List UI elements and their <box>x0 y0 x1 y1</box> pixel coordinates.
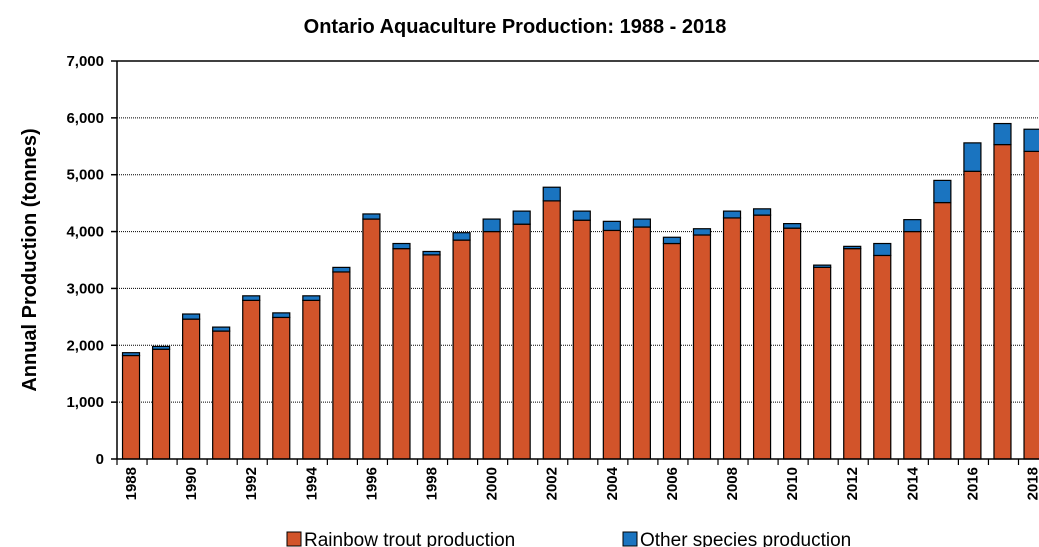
bar-rainbow-trout-1995 <box>332 271 351 460</box>
bar-other-species-2007 <box>692 228 712 236</box>
bar-rainbow-trout-2000 <box>482 230 501 460</box>
x-tick-label: 1988 <box>123 467 140 500</box>
bar-rainbow-trout-2004 <box>602 229 621 460</box>
bar-other-species-1989 <box>151 345 171 350</box>
bar-other-species-2011 <box>813 264 832 268</box>
x-tick-label: 2012 <box>844 467 861 500</box>
bar-rainbow-trout-2003 <box>572 219 591 460</box>
bar-rainbow-trout-1999 <box>452 239 471 460</box>
y-tick-label: 3,000 <box>66 280 104 297</box>
bar-rainbow-trout-2009 <box>752 214 772 460</box>
bar-rainbow-trout-1994 <box>302 299 321 460</box>
y-tick-label: 7,000 <box>66 53 104 70</box>
x-tick-label: 2014 <box>904 466 921 500</box>
bar-rainbow-trout-2017 <box>993 143 1012 460</box>
bar-rainbow-trout-1988 <box>121 354 141 460</box>
x-tick-label: 2018 <box>1025 467 1039 500</box>
bar-other-species-2018 <box>1023 128 1039 153</box>
bar-rainbow-trout-1993 <box>272 316 291 460</box>
bar-other-species-2017 <box>993 122 1012 146</box>
bar-rainbow-trout-2010 <box>783 227 802 460</box>
y-tick-label: 4,000 <box>66 224 104 241</box>
bar-rainbow-trout-1991 <box>212 330 231 460</box>
y-tick-label: 2,000 <box>66 337 104 354</box>
legend: Rainbow trout production Other species p… <box>286 530 851 547</box>
x-tick-label: 1994 <box>303 466 320 500</box>
bar-other-species-1997 <box>392 242 411 250</box>
x-tick-label: 2008 <box>724 467 741 500</box>
bar-other-species-2009 <box>752 208 772 216</box>
bar-rainbow-trout-2016 <box>963 170 982 460</box>
bar-rainbow-trout-2012 <box>843 248 862 460</box>
y-tick-label: 5,000 <box>66 167 104 184</box>
bar-rainbow-trout-1990 <box>182 318 201 460</box>
x-tick-label: 2016 <box>964 467 981 500</box>
bar-rainbow-trout-2008 <box>722 217 742 460</box>
bar-other-species-2013 <box>873 242 892 257</box>
bar-rainbow-trout-2014 <box>903 230 922 460</box>
legend-swatch-other-species <box>622 531 638 547</box>
bar-rainbow-trout-2011 <box>813 266 832 460</box>
legend-label-rainbow-trout: Rainbow trout production <box>304 530 515 547</box>
bar-rainbow-trout-2005 <box>632 226 651 460</box>
y-tick-label: 1,000 <box>66 394 104 411</box>
bar-other-species-1996 <box>362 213 381 220</box>
bar-rainbow-trout-2015 <box>933 201 952 460</box>
x-tick-label: 1990 <box>183 467 200 500</box>
bar-other-species-2004 <box>602 220 621 232</box>
bar-other-species-1995 <box>332 266 351 273</box>
bar-rainbow-trout-2007 <box>692 234 712 460</box>
bar-other-species-1994 <box>302 295 321 301</box>
bar-other-species-1988 <box>121 352 141 357</box>
bar-rainbow-trout-1996 <box>362 218 381 460</box>
bar-other-species-2010 <box>783 223 802 229</box>
axes <box>111 60 1039 465</box>
x-tick-label: 2004 <box>604 466 621 500</box>
legend-swatch-rainbow-trout <box>286 531 302 547</box>
y-tick-label: 6,000 <box>66 110 104 127</box>
bar-other-species-2016 <box>963 142 982 172</box>
bar-other-species-2003 <box>572 210 591 221</box>
bar-rainbow-trout-1989 <box>151 348 171 460</box>
x-tick-label: 1998 <box>424 467 441 500</box>
bar-other-species-2015 <box>933 179 952 204</box>
bar-other-species-1992 <box>242 295 261 301</box>
bar-other-species-2000 <box>482 218 501 233</box>
bar-other-species-1999 <box>452 232 471 241</box>
bar-rainbow-trout-1992 <box>242 299 261 460</box>
bar-rainbow-trout-1997 <box>392 248 411 460</box>
y-tick-labels: 0 1,000 2,000 3,000 4,000 5,000 6,000 7,000 <box>66 53 104 468</box>
bar-rainbow-trout-2018 <box>1023 150 1039 460</box>
chart-title: Ontario Aquaculture Production: 1988 - 2… <box>304 16 727 38</box>
bar-other-species-2006 <box>662 236 682 245</box>
bar-other-species-2001 <box>512 210 531 225</box>
bar-rainbow-trout-2002 <box>542 200 561 460</box>
x-tick-label: 2006 <box>664 467 681 500</box>
x-tick-label: 1992 <box>243 467 260 500</box>
bar-other-species-2014 <box>903 219 922 233</box>
legend-label-other-species: Other species production <box>640 530 851 547</box>
bar-rainbow-trout-2006 <box>662 242 682 460</box>
y-axis-label: Annual Production (tonnes) <box>19 128 41 391</box>
bar-other-species-2002 <box>542 186 561 202</box>
x-tick-label: 2010 <box>784 467 801 500</box>
bar-other-species-2005 <box>632 218 651 228</box>
bar-other-species-1991 <box>212 326 231 332</box>
bar-rainbow-trout-1998 <box>422 254 441 460</box>
y-tick-label: 0 <box>96 451 104 468</box>
bar-other-species-2008 <box>722 210 742 219</box>
bar-other-species-2012 <box>843 245 862 250</box>
bar-other-species-1993 <box>272 312 291 319</box>
x-tick-label: 2000 <box>484 467 501 500</box>
bar-other-species-1990 <box>182 313 201 320</box>
x-tick-labels: 1988 1990 1992 1994 1996 1998 2000 2002 2004 2006… <box>123 466 1039 500</box>
x-tick-label: 1996 <box>363 467 380 500</box>
bar-other-species-1998 <box>422 250 441 256</box>
bar-rainbow-trout-2001 <box>512 223 531 460</box>
bars <box>121 122 1039 460</box>
bar-rainbow-trout-2013 <box>873 254 892 460</box>
x-tick-label: 2002 <box>544 467 561 500</box>
